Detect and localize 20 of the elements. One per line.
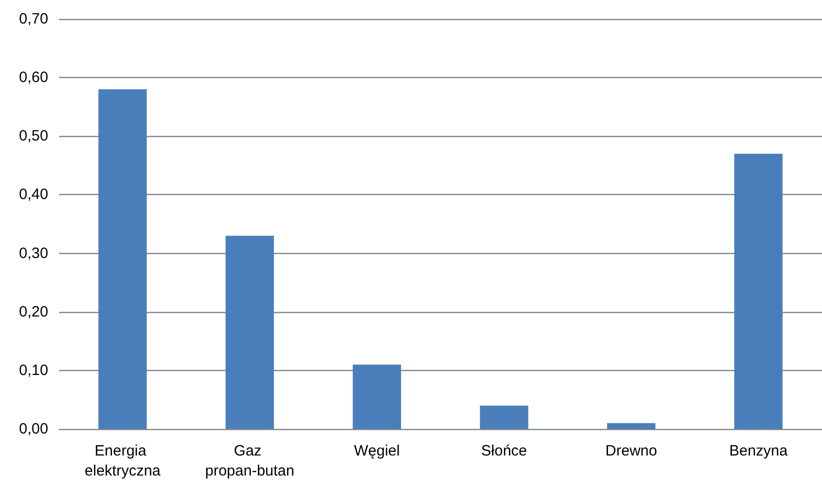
bar [98, 89, 147, 429]
bar [226, 236, 274, 429]
y-tick-label: 0,70 [19, 10, 48, 28]
y-tick-label: 0,40 [19, 186, 48, 204]
bar [734, 154, 783, 429]
bar [352, 364, 402, 429]
x-tick-label: Gaz propan-butan [205, 442, 294, 480]
y-tick-label: 0,50 [19, 128, 48, 145]
y-tick-label: 0,30 [19, 244, 48, 262]
y-tick-label: 0,20 [19, 303, 48, 320]
y-tick-label: 0,00 [19, 420, 48, 438]
bar [480, 406, 528, 429]
y-tick-label: 0,60 [19, 69, 48, 86]
x-tick-label: Słońce [481, 442, 528, 460]
x-tick-label: Drewno [605, 442, 658, 460]
y-tick-label: 0,10 [19, 362, 48, 379]
bar [607, 423, 656, 429]
x-tick-label: Benzyna [729, 442, 788, 460]
x-tick-label: Węgiel [354, 442, 400, 460]
x-tick-label: Energia elektryczna [84, 442, 162, 480]
